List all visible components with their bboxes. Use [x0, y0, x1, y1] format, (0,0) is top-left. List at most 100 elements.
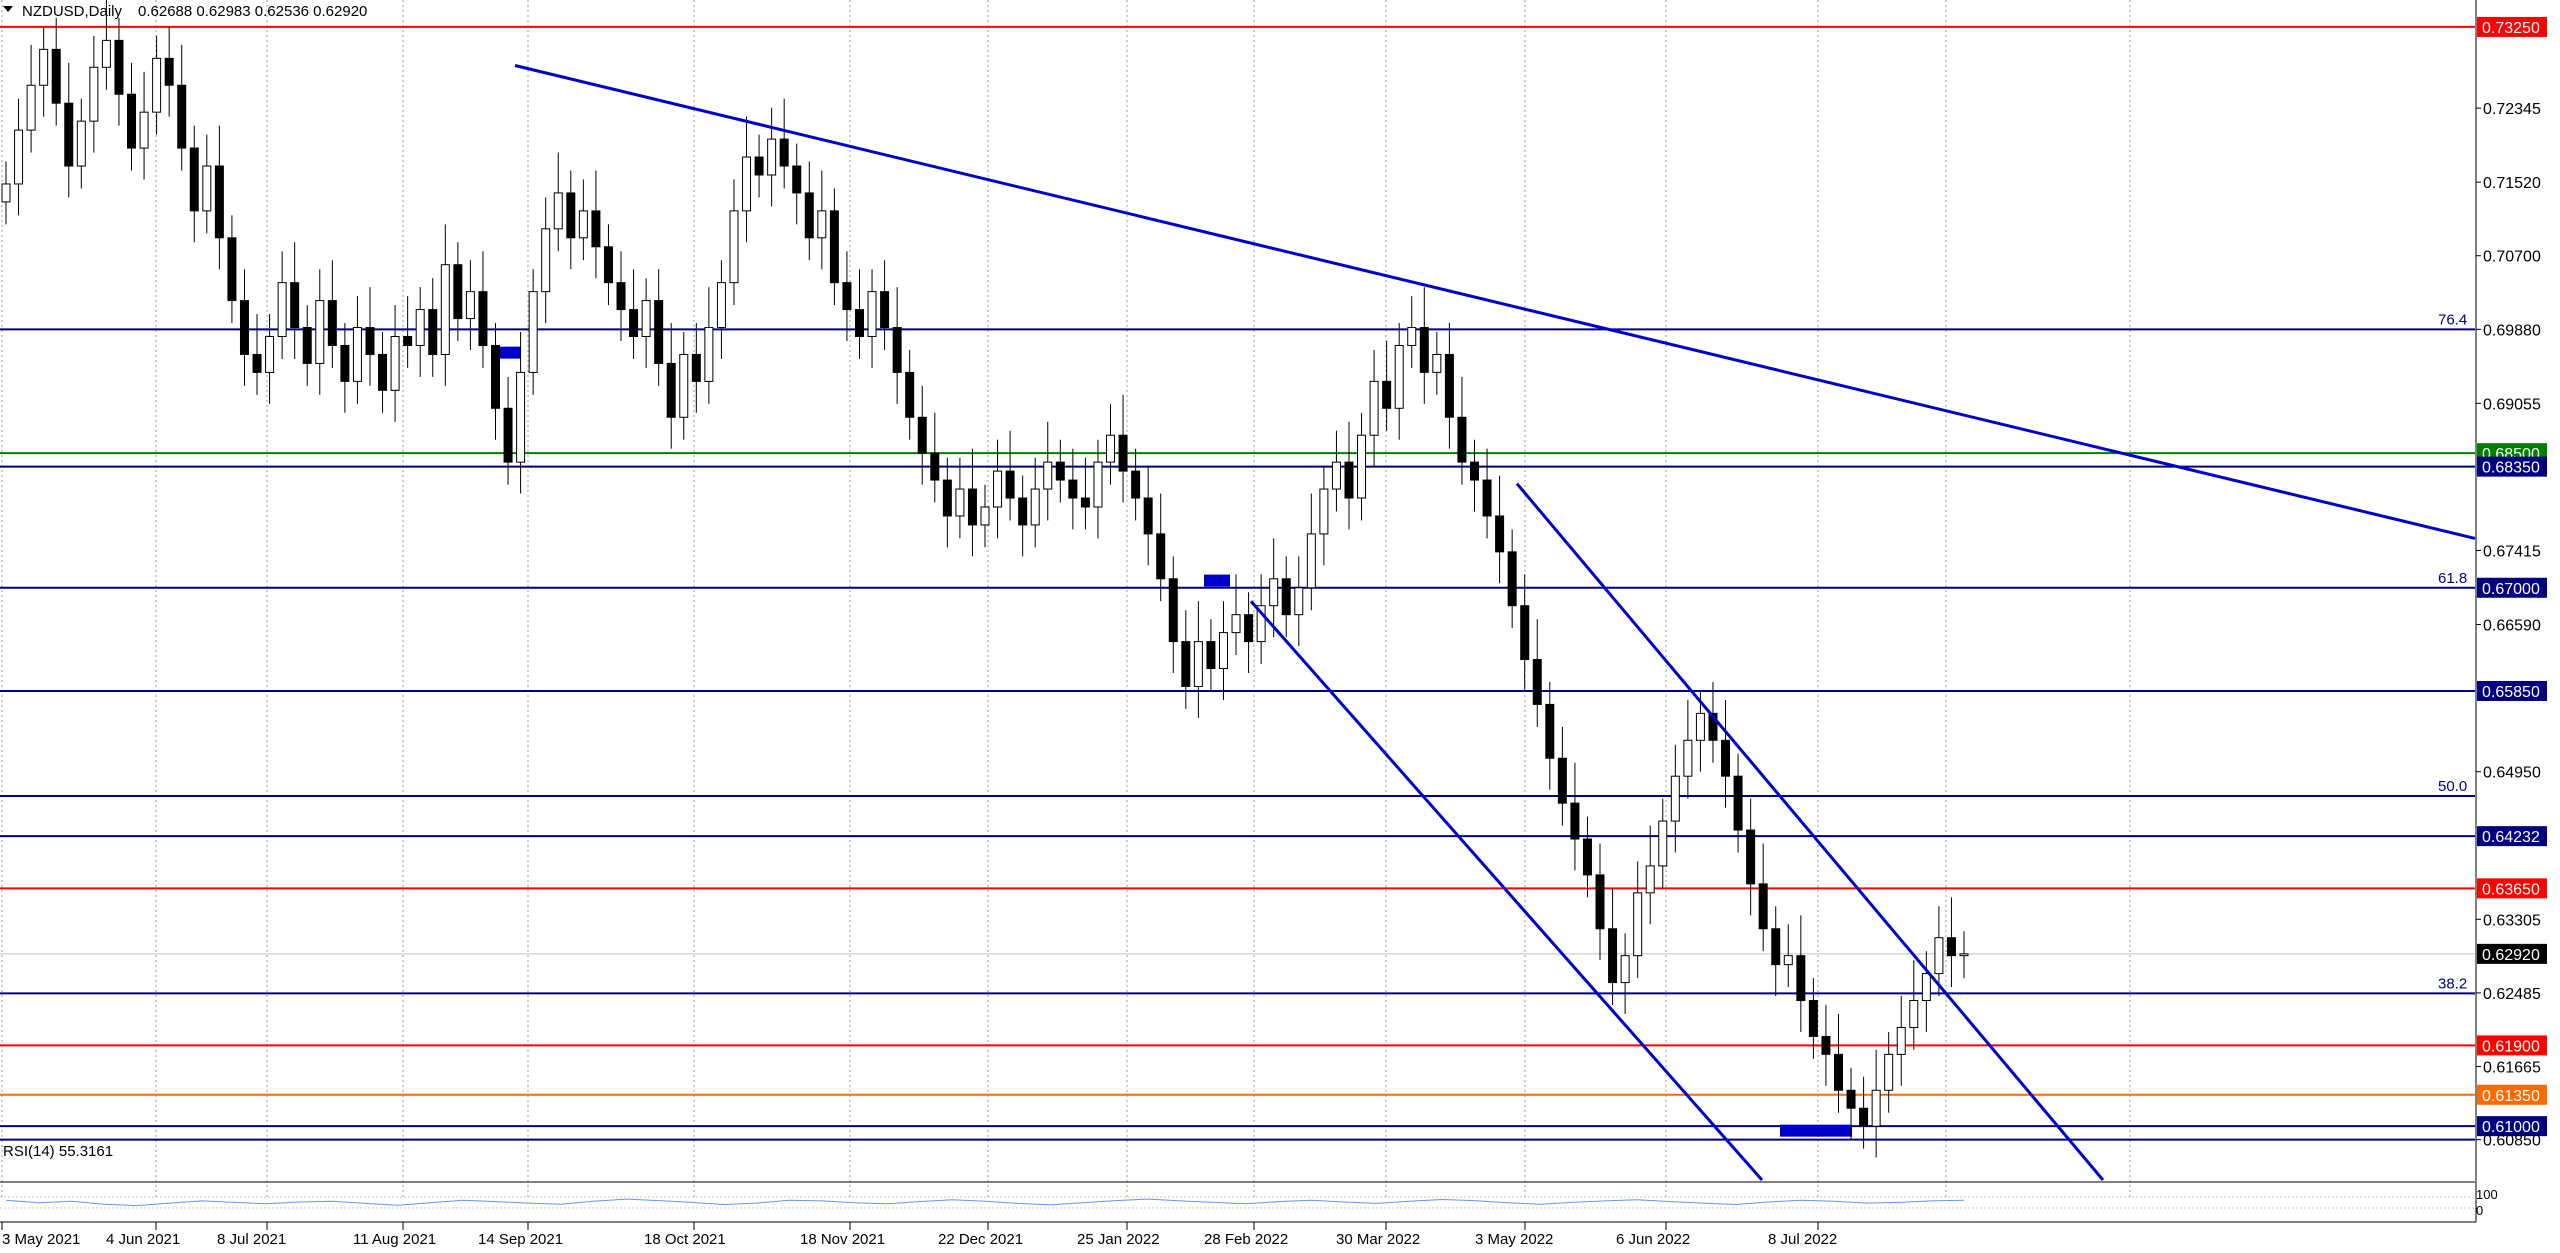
- candle-body: [164, 57, 174, 86]
- candle-body: [327, 300, 337, 346]
- fib-label: 61.8: [2438, 570, 2467, 587]
- rsi-scale-bottom: 0: [2476, 1203, 2483, 1218]
- time-axis: 3 May 2021 4 Jun 2021 8 Jul 2021 11 Aug 202…: [1, 1222, 1837, 1248]
- candle-body: [340, 344, 350, 382]
- candle-body: [265, 336, 275, 373]
- y-tick-label: 0.67415: [2483, 544, 2541, 561]
- candle-body: [1319, 488, 1329, 535]
- candle-body: [767, 138, 777, 176]
- candle-body: [754, 156, 764, 176]
- price-tag-label: 0.68350: [2482, 460, 2540, 477]
- candle-body: [1030, 488, 1040, 526]
- candle-body: [1595, 874, 1605, 930]
- candle-body: [566, 192, 576, 239]
- rsi-label: RSI(14) 55.3161: [3, 1143, 113, 1160]
- trendline-channel-lower[interactable]: [1249, 600, 1764, 1181]
- x-tick-label: 18 Nov 2021: [800, 1231, 885, 1248]
- candle-body: [1407, 327, 1417, 346]
- dropdown-triangle-icon[interactable]: [3, 6, 13, 12]
- candle-body: [880, 291, 890, 329]
- candle-body: [1457, 416, 1467, 463]
- x-tick-label: 28 Feb 2022: [1204, 1231, 1288, 1248]
- candle-body: [202, 165, 212, 212]
- candle-body: [114, 39, 124, 95]
- candle-body: [315, 300, 325, 364]
- horizontal-levels[interactable]: 0.7325076.40.685000.6835061.80.670000.65…: [0, 16, 2547, 1141]
- price-tag: [2477, 456, 2547, 477]
- candle-body: [1620, 955, 1630, 984]
- price-tag: [2477, 577, 2547, 598]
- candle-body: [1896, 1026, 1906, 1055]
- candle-body: [842, 282, 852, 311]
- candle-body: [641, 300, 651, 338]
- x-tick-label: 4 Jun 2021: [106, 1231, 180, 1248]
- candle-body: [1808, 1000, 1818, 1037]
- candle-body: [917, 416, 927, 454]
- candle-body: [1582, 838, 1592, 876]
- rsi-scale-top: 100: [2476, 1187, 2498, 1202]
- candle-body: [1, 183, 11, 203]
- candle-body: [1394, 344, 1404, 409]
- candle-body: [1683, 739, 1693, 777]
- candle-body: [654, 300, 664, 364]
- candle-body: [578, 210, 588, 239]
- price-tag: [2477, 1035, 2547, 1056]
- candle-body: [403, 336, 413, 346]
- candle-body: [1080, 497, 1090, 508]
- candle-body: [729, 210, 739, 284]
- price-tag-label: 0.62920: [2482, 947, 2540, 964]
- candle-body: [516, 371, 526, 463]
- candle-body: [1695, 712, 1705, 741]
- candle-body: [1796, 955, 1806, 1002]
- candle-body: [1131, 470, 1141, 499]
- x-tick-label: 3 May 2021: [2, 1231, 80, 1248]
- trendline-channel-upper[interactable]: [1515, 482, 2105, 1181]
- candle-body: [1633, 892, 1643, 957]
- candle-body: [980, 506, 990, 526]
- x-tick-label: 3 May 2022: [1475, 1231, 1553, 1248]
- candle-body: [942, 479, 952, 517]
- candle-body: [252, 353, 262, 373]
- price-tag: [2477, 1084, 2547, 1105]
- fib-label: 38.2: [2438, 975, 2467, 992]
- candle-body: [365, 327, 375, 355]
- candle-body: [1168, 578, 1178, 643]
- rsi-line: [5, 1198, 1965, 1207]
- candle-body: [1846, 1089, 1856, 1109]
- candle-body: [591, 210, 601, 248]
- marker-jan-2022: [1204, 574, 1230, 587]
- candle-body: [14, 129, 24, 185]
- candle-body: [51, 48, 61, 104]
- candle-body: [616, 282, 626, 311]
- y-tick-label: 0.60850: [2483, 1133, 2541, 1150]
- price-tag: [2477, 680, 2547, 701]
- candle-body: [1344, 461, 1354, 499]
- price-tag: [2477, 826, 2547, 847]
- candle-body: [1106, 434, 1116, 463]
- y-tick-label: 0.69055: [2483, 396, 2541, 413]
- fib-label: 76.4: [2438, 311, 2467, 328]
- candle-body: [1746, 829, 1756, 885]
- price-tag: [2477, 1116, 2547, 1137]
- vertical-grid: [1, 0, 2131, 1200]
- trendline-descending-resistance[interactable]: [514, 64, 2476, 540]
- price-tag: [2477, 878, 2547, 899]
- candle-body: [905, 371, 915, 418]
- candle-body: [39, 48, 49, 86]
- y-tick-label: 0.70700: [2483, 249, 2541, 266]
- candle-body: [993, 470, 1003, 508]
- candle-body: [629, 309, 639, 338]
- candle-body: [1670, 775, 1680, 822]
- price-tag-label: 0.61000: [2482, 1119, 2540, 1136]
- candle-body: [89, 66, 99, 122]
- ohlc-values: 0.62688 0.62983 0.62536 0.62920: [138, 3, 367, 20]
- candle-body: [1432, 353, 1442, 373]
- candle-body: [227, 237, 237, 302]
- candle-body: [691, 353, 701, 382]
- price-tag: [2477, 943, 2547, 964]
- trendlines[interactable]: [514, 64, 2476, 1181]
- candle-body: [1721, 739, 1731, 777]
- candle-body: [1733, 775, 1743, 831]
